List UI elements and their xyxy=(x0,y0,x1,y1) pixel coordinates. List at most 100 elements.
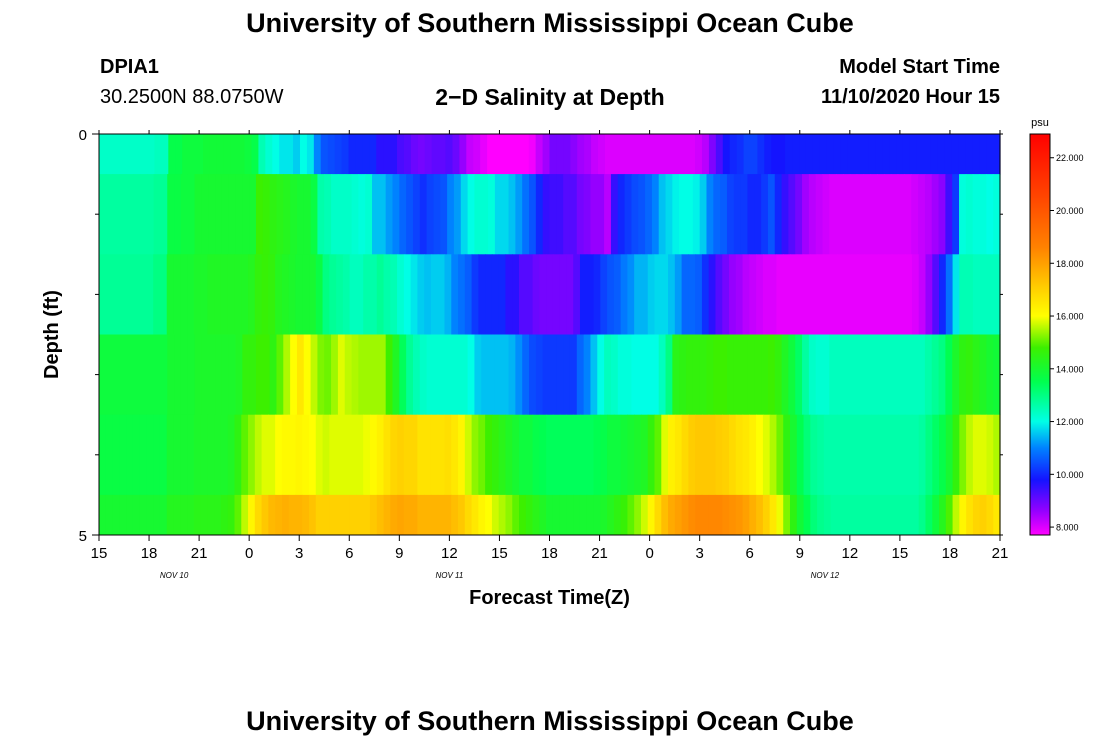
heatmap-cell xyxy=(334,134,343,175)
heatmap-cell xyxy=(918,494,927,536)
heatmap-cell xyxy=(918,414,927,496)
heatmap-cell xyxy=(471,254,479,335)
heatmap-cell xyxy=(871,494,879,536)
heatmap-cell xyxy=(701,494,710,536)
heatmap-cell xyxy=(327,134,336,175)
heatmap-cell xyxy=(445,134,454,175)
heatmap-cell xyxy=(112,494,120,536)
heatmap-cell xyxy=(688,254,696,335)
heatmap-cell xyxy=(336,414,344,496)
heatmap-cell xyxy=(315,414,324,496)
heatmap-cell xyxy=(762,414,771,496)
heatmap-cell xyxy=(546,494,554,536)
heatmap-cell xyxy=(310,174,319,255)
heatmap-cell xyxy=(959,254,967,335)
heatmap-cell xyxy=(972,174,981,255)
heatmap-cell xyxy=(234,254,242,335)
heatmap-cell xyxy=(634,414,642,496)
heatmap-cell xyxy=(754,174,762,255)
heatmap-cell xyxy=(817,494,825,536)
heatmap-cell xyxy=(175,134,183,175)
heatmap-cell xyxy=(132,414,141,496)
heatmap-cell xyxy=(512,254,520,335)
heatmap-cell xyxy=(830,494,839,536)
heatmap-cell xyxy=(546,254,554,335)
heatmap-cell xyxy=(525,494,534,536)
heatmap-cell xyxy=(126,334,134,416)
heatmap-cell xyxy=(726,334,735,416)
heatmap-cell xyxy=(607,414,615,496)
heatmap-cell xyxy=(269,334,278,416)
heatmap-cell xyxy=(341,134,350,175)
heatmap-cell xyxy=(376,494,385,536)
heatmap-cell xyxy=(167,334,175,416)
heatmap-cell xyxy=(756,254,764,335)
heatmap-cell xyxy=(474,174,482,255)
heatmap-cell xyxy=(200,414,208,496)
heatmap-cell xyxy=(126,174,134,255)
heatmap-cell xyxy=(674,414,683,496)
heatmap-cell xyxy=(789,414,798,496)
heatmap-cell xyxy=(863,334,871,416)
heatmap-cell xyxy=(736,134,745,175)
heatmap-cell xyxy=(174,334,182,416)
colorbar-tick-label: 14.000 xyxy=(1056,364,1084,374)
heatmap-cell xyxy=(600,254,608,335)
heatmap-cell xyxy=(390,494,398,536)
x-tick-label: 3 xyxy=(695,545,703,562)
heatmap-cell xyxy=(878,494,886,536)
heatmap-cell xyxy=(322,254,330,335)
heatmap-cell xyxy=(695,494,703,536)
heatmap-cell xyxy=(221,334,230,416)
heatmap-cell xyxy=(681,134,689,175)
heatmap-cell xyxy=(762,254,771,335)
heatmap-cell xyxy=(320,134,329,175)
heatmap-cell xyxy=(220,254,229,335)
heatmap-cell xyxy=(681,494,689,536)
heatmap-cell xyxy=(105,414,114,496)
heatmap-cell xyxy=(645,334,653,416)
heatmap-cell xyxy=(288,254,297,335)
heatmap-cell xyxy=(494,334,503,416)
heatmap-cell xyxy=(959,414,967,496)
heatmap-cell xyxy=(313,134,322,175)
heatmap-cell xyxy=(249,334,257,416)
heatmap-cell xyxy=(519,494,527,536)
heatmap-cell xyxy=(819,134,828,175)
y-tick-label: 5 xyxy=(79,528,87,545)
heatmap-cell xyxy=(438,134,447,175)
heatmap-cell xyxy=(444,494,452,536)
heatmap-cell xyxy=(349,494,358,536)
heatmap-cell xyxy=(591,134,599,175)
heatmap-cell xyxy=(153,334,162,416)
heatmap-cell xyxy=(688,134,696,175)
heatmap-cell xyxy=(979,134,987,175)
heatmap-cell xyxy=(296,334,305,416)
heatmap-cell xyxy=(478,254,486,335)
heatmap-cell xyxy=(882,134,890,175)
heatmap-cell xyxy=(722,134,731,175)
heatmap-cell xyxy=(161,134,169,175)
heatmap-cell xyxy=(417,414,425,496)
heatmap-cell xyxy=(647,254,656,335)
heatmap-cell xyxy=(180,414,188,496)
heatmap-cell xyxy=(383,254,391,335)
heatmap-cell xyxy=(740,334,749,416)
heatmap-cell xyxy=(529,174,537,255)
heatmap-cell xyxy=(444,254,452,335)
heatmap-cell xyxy=(586,254,595,335)
heatmap-cell xyxy=(437,494,446,536)
heatmap-cell xyxy=(701,414,710,496)
heatmap-cell xyxy=(261,414,269,496)
heatmap-cell xyxy=(931,174,940,255)
heatmap-cell xyxy=(817,254,825,335)
heatmap-cell xyxy=(376,254,385,335)
heatmap-cell xyxy=(296,174,305,255)
heatmap-cell xyxy=(735,494,744,536)
heatmap-cell xyxy=(729,134,738,175)
heatmap-cell xyxy=(829,174,837,255)
heatmap-cell xyxy=(654,414,662,496)
heatmap-cell xyxy=(849,174,858,255)
heatmap-cell xyxy=(262,174,271,255)
heatmap-cell xyxy=(519,254,527,335)
